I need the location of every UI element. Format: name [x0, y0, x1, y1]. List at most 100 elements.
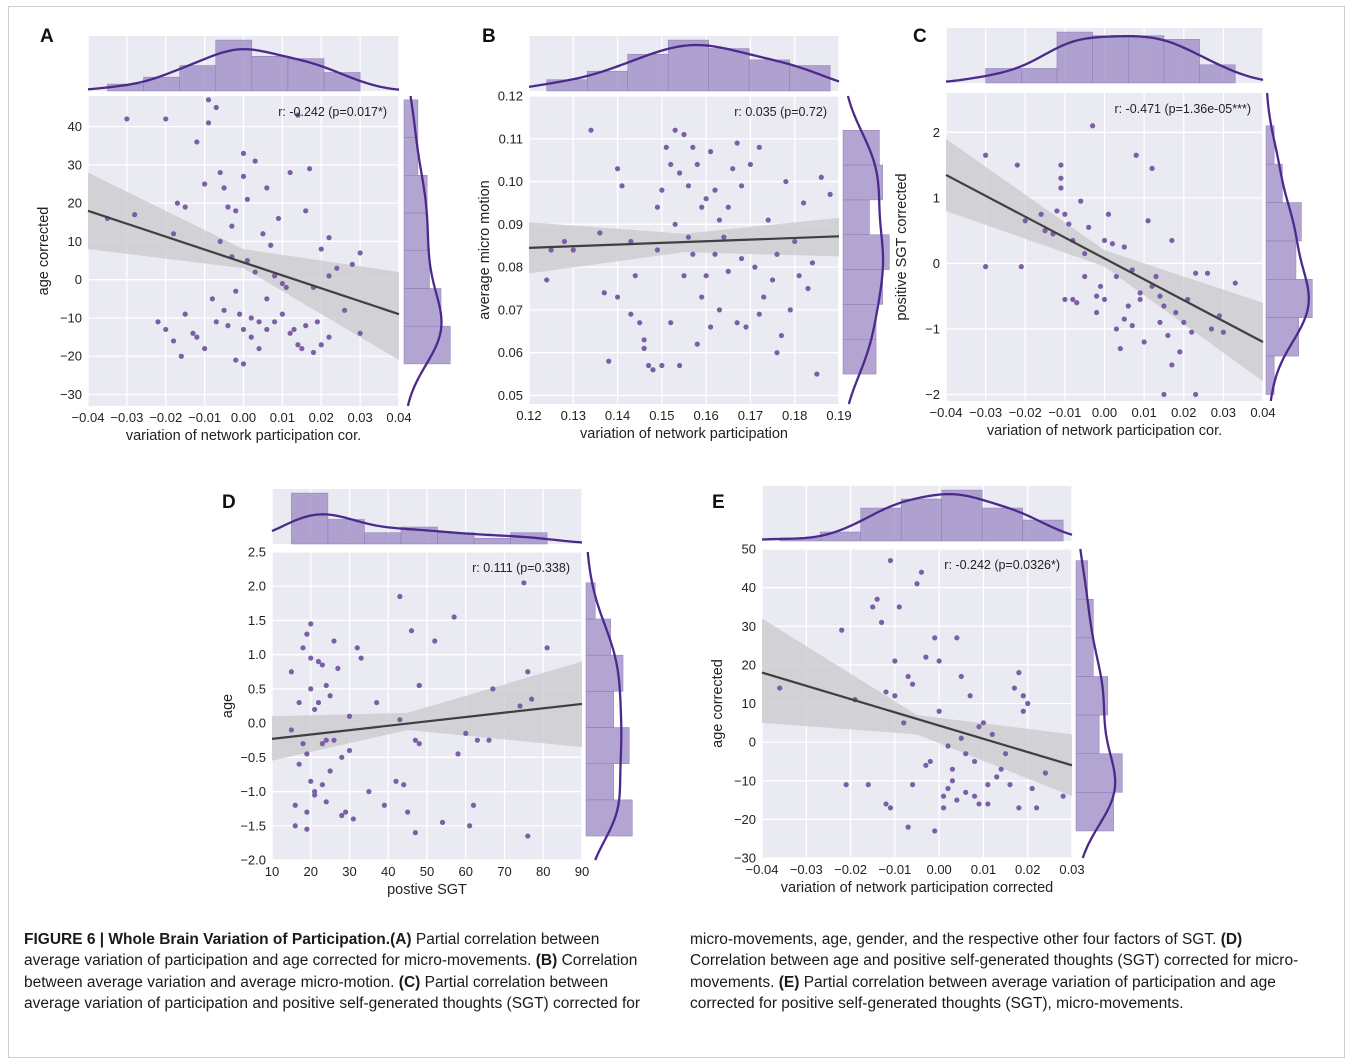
scatter-point	[887, 557, 894, 564]
scatter-point	[190, 330, 196, 336]
scatter-point	[601, 290, 607, 296]
scatter-point	[1058, 162, 1064, 168]
scatter-point	[304, 809, 310, 815]
scatter-point	[306, 166, 313, 172]
scatter-point	[416, 741, 422, 747]
scatter-point	[1038, 211, 1044, 217]
scatter-point	[221, 307, 227, 313]
scatter-point	[1014, 162, 1020, 168]
x-tick-label: 0.03	[347, 410, 372, 425]
scatter-point	[588, 127, 594, 133]
caption-panel-tag: (E)	[778, 973, 800, 991]
right-histogram-bar	[585, 763, 615, 801]
x-axis-label: variation of network participation corre…	[781, 880, 1053, 896]
scatter-point	[963, 789, 969, 795]
y-tick-label: −30	[60, 387, 82, 402]
scatter-point	[699, 294, 705, 300]
scatter-point	[949, 778, 956, 784]
right-histogram-bar	[585, 799, 633, 837]
figure-plots: Ar: -0.242 (p=0.017*) −0.04 −0.03 −0.02 −0.0…	[36, 26, 1313, 898]
scatter-point	[958, 735, 964, 741]
scatter-point	[357, 250, 363, 256]
scatter-point	[237, 311, 243, 317]
scatter-point	[932, 635, 938, 641]
x-tick-label: 0.13	[561, 408, 586, 423]
y-tick-label: 20	[68, 196, 82, 211]
scatter-point	[725, 268, 731, 274]
x-tick-label: 0.00	[1092, 405, 1117, 420]
scatter-point	[490, 686, 496, 692]
scatter-point	[954, 797, 960, 803]
scatter-point	[308, 686, 314, 692]
scatter-point	[989, 731, 995, 738]
top-histogram-bar	[473, 538, 511, 545]
scatter-point	[614, 294, 621, 300]
correlation-annotation: r: -0.471 (p=1.36e-05***)	[1114, 102, 1251, 116]
scatter-point	[544, 277, 550, 283]
scatter-point	[291, 326, 297, 333]
panel-letter: C	[913, 26, 927, 47]
x-tick-label: 0.02	[309, 410, 334, 425]
scatter-point	[349, 261, 355, 267]
x-tick-label: 0.00	[926, 862, 951, 877]
scatter-point	[1058, 175, 1064, 181]
scatter-point	[769, 277, 776, 283]
regression-line	[87, 209, 400, 316]
y-tick-label: 0.12	[498, 89, 523, 104]
scatter-point	[712, 251, 718, 257]
scatter-point	[233, 208, 239, 214]
scatter-point	[668, 320, 674, 326]
scatter-point	[310, 349, 317, 356]
scatter-point	[264, 296, 270, 302]
scatter-point	[170, 338, 177, 344]
scatter-point	[874, 596, 880, 602]
scatter-point	[486, 737, 492, 743]
scatter-point	[346, 747, 353, 754]
x-axis-label: postive SGT	[387, 882, 467, 898]
right-histogram-bar	[585, 727, 630, 764]
scatter-point	[1141, 339, 1147, 345]
scatter-point	[958, 673, 964, 680]
panel-d: Dr: 0.111 (p=0.338) 10 20 30 40 50 60 70 80 90 −2.…	[220, 489, 633, 898]
scatter-point	[843, 782, 849, 788]
right-histogram-bar	[585, 691, 615, 728]
right-histogram-bar	[1075, 714, 1100, 754]
scatter-point	[326, 235, 332, 241]
scatter-point	[295, 112, 301, 118]
y-axis-label: average micro motion	[477, 180, 493, 319]
y-tick-label: 10	[742, 696, 756, 711]
scatter-point	[734, 140, 740, 146]
top-histogram-bar	[748, 59, 790, 92]
scatter-point	[240, 173, 247, 179]
scatter-point	[865, 782, 871, 788]
scatter-point	[1157, 293, 1163, 299]
correlation-annotation: r: 0.111 (p=0.338)	[472, 561, 570, 575]
confidence-band	[88, 172, 399, 361]
x-tick-label: −0.02	[1009, 405, 1042, 420]
scatter-point	[308, 655, 314, 661]
y-tick-label: −2	[925, 387, 940, 402]
top-histogram-bar	[287, 58, 325, 92]
top-histogram-bar	[981, 507, 1023, 542]
scatter-point	[983, 152, 989, 158]
scatter-point	[738, 183, 745, 189]
scatter-point	[1105, 211, 1112, 217]
right-histogram-bar	[403, 325, 451, 365]
scatter-point	[777, 685, 783, 691]
scatter-point	[707, 149, 714, 155]
scatter-point	[945, 785, 951, 792]
scatter-point	[606, 358, 612, 364]
x-tick-label: 0.02	[1015, 862, 1040, 877]
caption-left: FIGURE 6 | Whole Brain Variation of Part…	[24, 929, 644, 1015]
scatter-point	[985, 801, 991, 807]
scatter-point	[296, 699, 302, 706]
x-tick-label: 0.01	[971, 862, 996, 877]
scatter-point	[132, 212, 138, 218]
scatter-point	[892, 693, 898, 699]
scatter-point	[174, 200, 181, 206]
scatter-point	[1208, 326, 1215, 332]
y-tick-label: 0	[749, 735, 756, 750]
scatter-point	[685, 183, 692, 189]
x-axis-label: variation of network participation	[580, 426, 788, 442]
x-tick-label: 0.19	[826, 408, 851, 423]
